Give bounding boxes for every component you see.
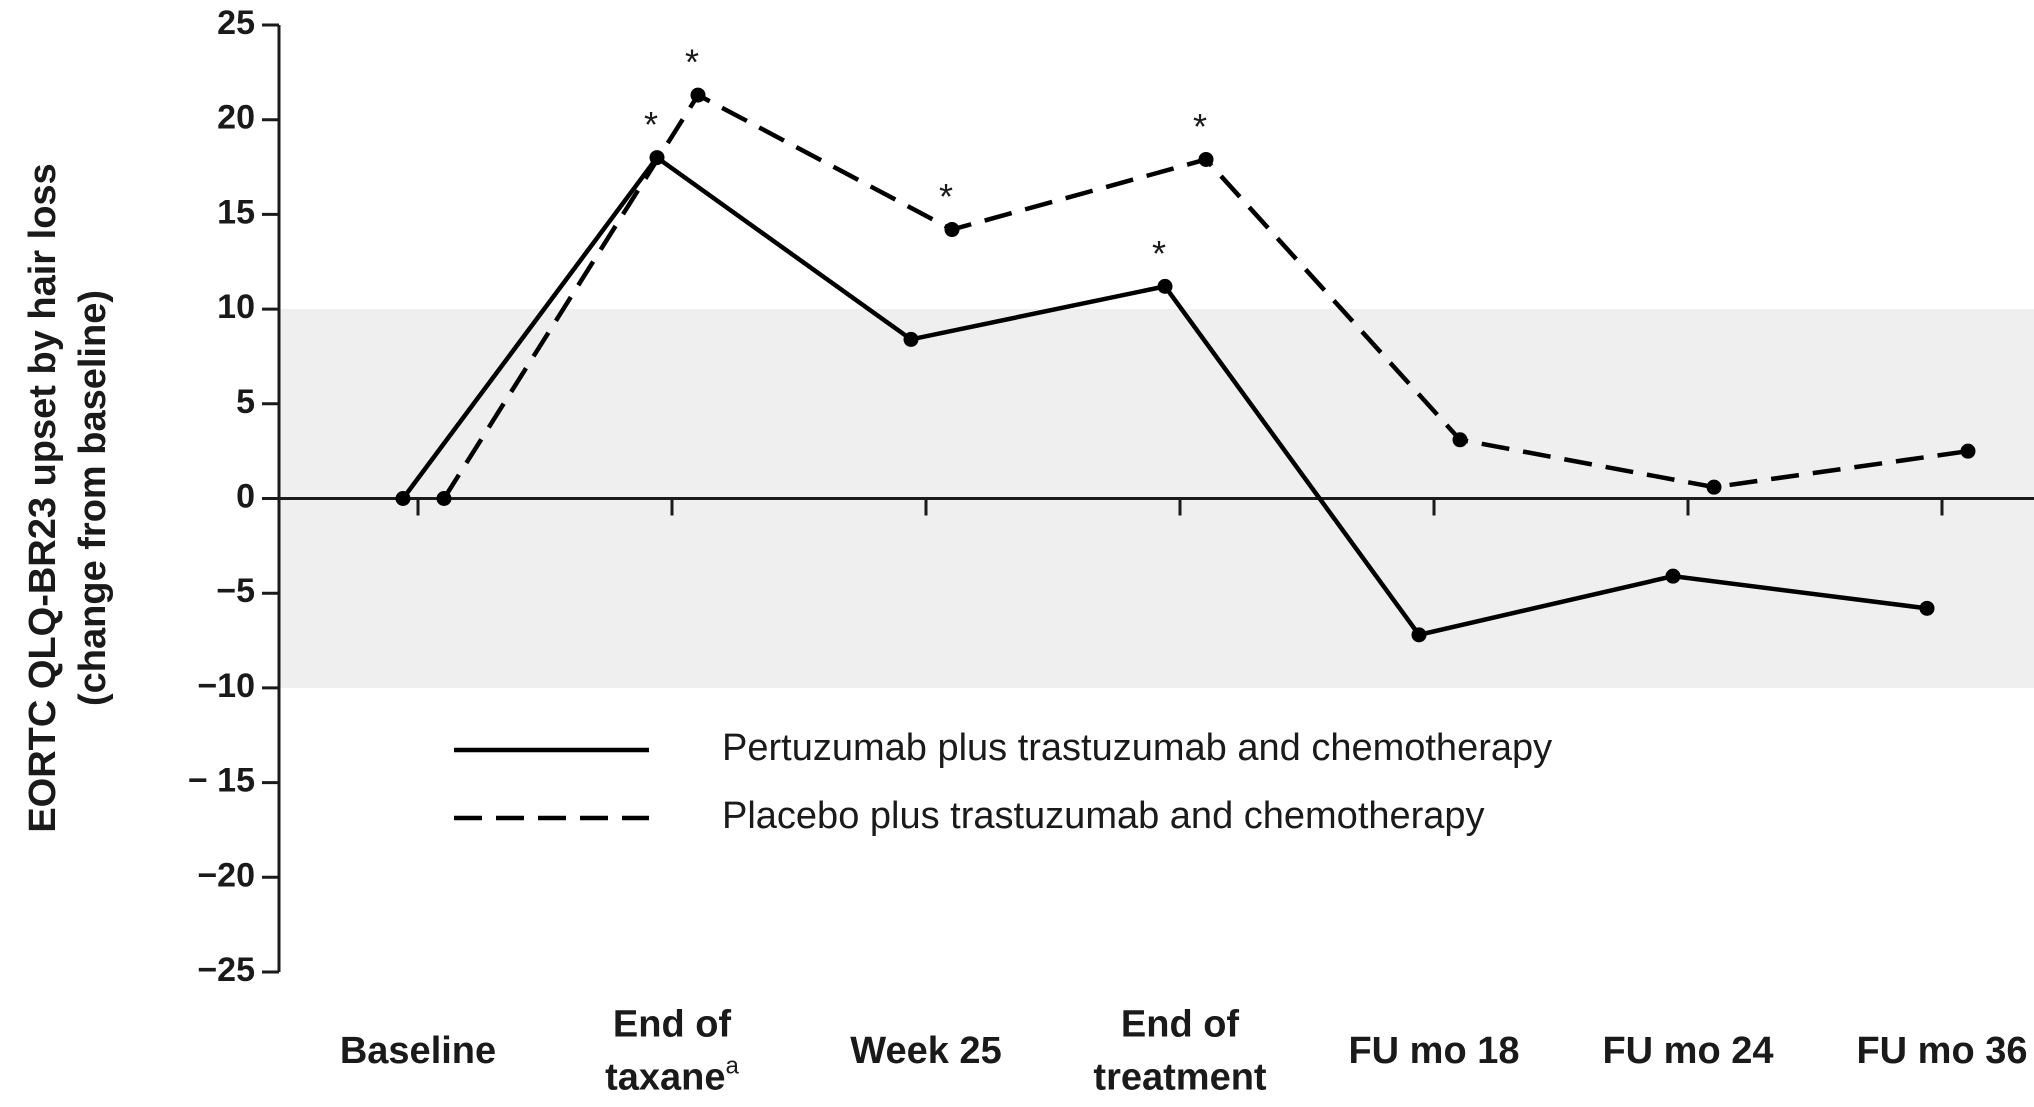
y-tick-label: 20 <box>217 99 255 137</box>
legend-label: Placebo plus trastuzumab and chemotherap… <box>722 795 1485 837</box>
data-point <box>436 491 452 506</box>
significance-marker: * <box>939 176 953 217</box>
y-axis-label: EORTC QLQ-BR23 upset by hair loss (change… <box>22 163 114 832</box>
data-point <box>1960 443 1976 459</box>
y-tick-label: 15 <box>217 193 255 231</box>
data-point <box>690 87 706 103</box>
data-point <box>395 491 411 506</box>
x-tick-label: FU mo 36 <box>1856 1030 2027 1072</box>
y-tick-label: −20 <box>197 856 255 894</box>
significance-marker: * <box>1193 106 1207 147</box>
x-tick-label: Week 25 <box>850 1030 1001 1072</box>
x-tick-label: End of taxanea <box>605 1004 739 1099</box>
data-point <box>1198 151 1214 167</box>
y-tick-label: 10 <box>217 288 255 326</box>
x-tick-label: FU mo 18 <box>1348 1030 1519 1072</box>
significance-marker: * <box>685 42 699 83</box>
data-point <box>1665 568 1681 584</box>
significance-marker: * <box>1152 233 1166 274</box>
data-point <box>1411 627 1427 643</box>
y-tick-label: 25 <box>217 4 255 42</box>
x-tick-label: FU mo 24 <box>1602 1030 1773 1072</box>
y-tick-label: −25 <box>197 951 255 989</box>
data-point <box>1706 479 1722 495</box>
y-tick-label: 0 <box>236 477 255 515</box>
data-point <box>1452 432 1468 448</box>
legend-label: Pertuzumab plus trastuzumab and chemothe… <box>722 727 1552 769</box>
category-note: a <box>726 1053 740 1080</box>
y-tick-label: −5 <box>216 572 255 610</box>
x-tick-label: End of treatment <box>1093 1004 1266 1099</box>
x-tick-label: Baseline <box>340 1030 496 1072</box>
data-point <box>903 331 919 347</box>
data-point <box>1157 278 1173 294</box>
data-point <box>944 222 960 238</box>
y-tick-label: − 15 <box>188 762 255 800</box>
significance-marker: * <box>644 104 658 145</box>
data-point <box>1919 600 1935 616</box>
y-tick-label: −10 <box>197 667 255 705</box>
y-tick-label: 5 <box>236 383 255 421</box>
